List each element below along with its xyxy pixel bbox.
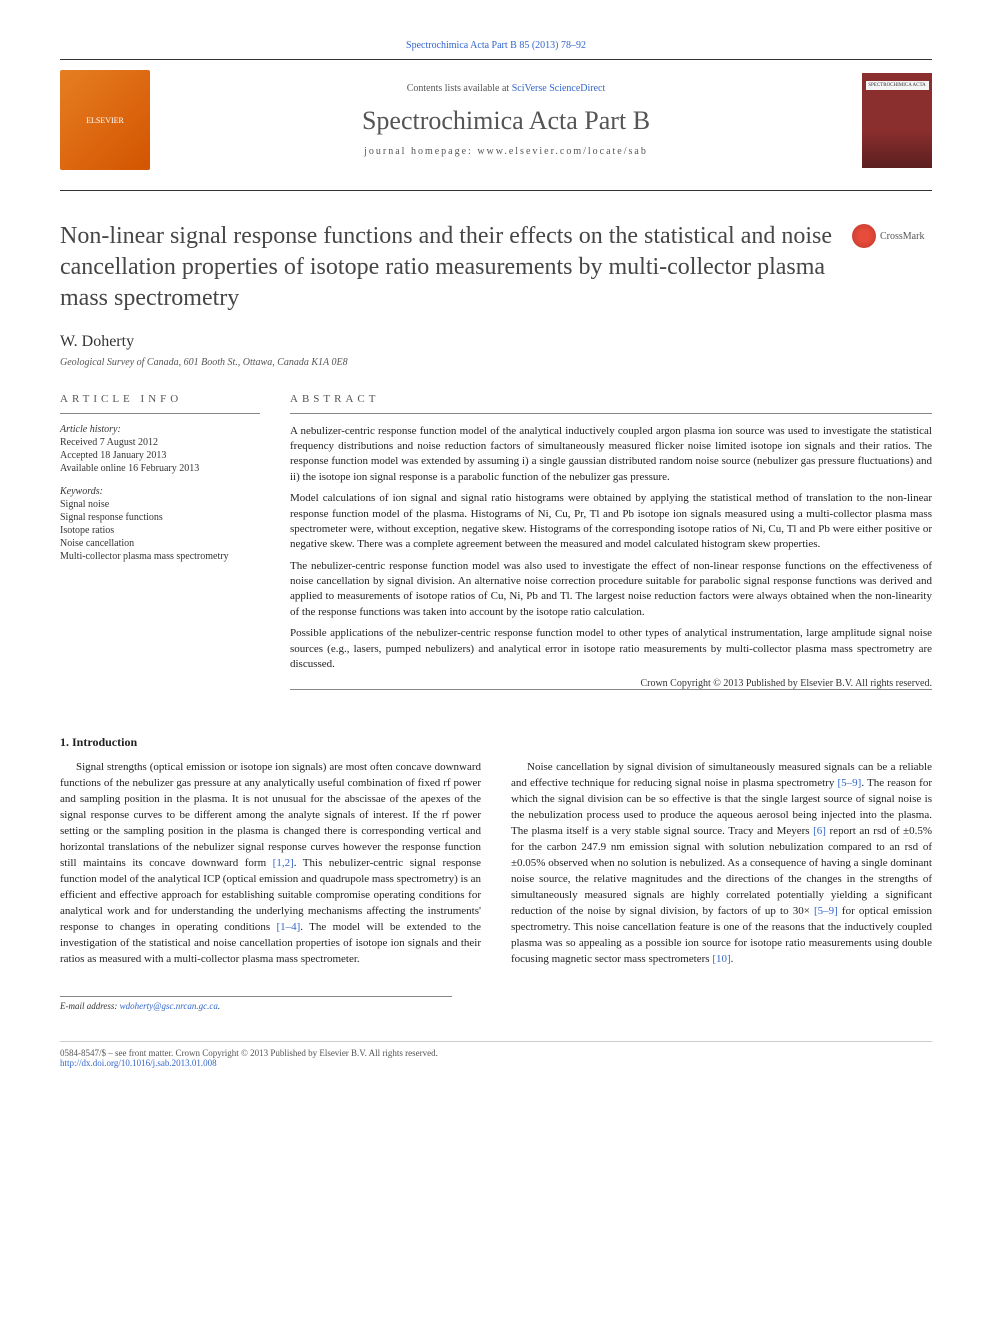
- keyword: Noise cancellation: [60, 538, 260, 549]
- article-info-heading: ARTICLE INFO: [60, 393, 260, 405]
- abstract-body: A nebulizer-centric response function mo…: [290, 424, 932, 673]
- abstract-p4: Possible applications of the nebulizer-c…: [290, 626, 932, 672]
- crossmark-icon: [852, 224, 876, 248]
- journal-name: Spectrochimica Acta Part B: [170, 106, 842, 136]
- contents-line: Contents lists available at SciVerse Sci…: [170, 83, 842, 94]
- online-date: Available online 16 February 2013: [60, 463, 260, 474]
- author-name: W. Doherty: [60, 333, 932, 351]
- author-affiliation: Geological Survey of Canada, 601 Booth S…: [60, 357, 932, 368]
- crossmark-badge[interactable]: CrossMark: [852, 221, 932, 251]
- journal-cover: SPECTROCHIMICA ACTA: [862, 73, 932, 168]
- masthead: ELSEVIER Contents lists available at Sci…: [60, 70, 932, 170]
- citation-link[interactable]: [10]: [712, 953, 730, 965]
- history-label: Article history:: [60, 424, 260, 435]
- divider: [290, 689, 932, 690]
- doi-link[interactable]: http://dx.doi.org/10.1016/j.sab.2013.01.…: [60, 1058, 217, 1068]
- body-p2: Noise cancellation by signal division of…: [511, 760, 932, 967]
- divider: [290, 413, 932, 414]
- abstract-p2: Model calculations of ion signal and sig…: [290, 491, 932, 553]
- accepted-date: Accepted 18 January 2013: [60, 450, 260, 461]
- divider: [60, 190, 932, 191]
- journal-cover-text: SPECTROCHIMICA ACTA: [866, 81, 929, 90]
- journal-homepage: journal homepage: www.elsevier.com/locat…: [170, 146, 842, 157]
- keyword: Signal response functions: [60, 512, 260, 523]
- email-link[interactable]: wdoherty@gsc.nrcan.gc.ca: [120, 1001, 218, 1011]
- citation-link[interactable]: [6]: [813, 825, 826, 837]
- citation-link[interactable]: [5–9]: [838, 777, 862, 789]
- header-citation: Spectrochimica Acta Part B 85 (2013) 78–…: [60, 40, 932, 51]
- email-label: E-mail address:: [60, 1001, 120, 1011]
- issn-line: 0584-8547/$ – see front matter. Crown Co…: [60, 1048, 932, 1058]
- received-date: Received 7 August 2012: [60, 437, 260, 448]
- divider: [60, 59, 932, 60]
- abstract-copyright: Crown Copyright © 2013 Published by Else…: [290, 678, 932, 689]
- sciencedirect-link[interactable]: SciVerse ScienceDirect: [512, 83, 606, 94]
- crossmark-label: CrossMark: [880, 231, 924, 242]
- email-note: E-mail address: wdoherty@gsc.nrcan.gc.ca…: [60, 996, 452, 1011]
- body-p1: Signal strengths (optical emission or is…: [60, 760, 481, 967]
- contents-prefix: Contents lists available at: [407, 83, 512, 94]
- page-footer: 0584-8547/$ – see front matter. Crown Co…: [60, 1041, 932, 1068]
- keywords-label: Keywords:: [60, 486, 260, 497]
- divider: [60, 413, 260, 414]
- body-text: Signal strengths (optical emission or is…: [60, 760, 932, 975]
- keyword: Signal noise: [60, 499, 260, 510]
- citation-link[interactable]: [5–9]: [814, 905, 838, 917]
- citation-link[interactable]: [1,2]: [273, 857, 294, 869]
- abstract-heading: ABSTRACT: [290, 393, 932, 405]
- article-title: Non-linear signal response functions and…: [60, 221, 832, 315]
- citation-link[interactable]: [1–4]: [276, 921, 300, 933]
- abstract-p3: The nebulizer-centric response function …: [290, 559, 932, 621]
- keyword: Multi-collector plasma mass spectrometry: [60, 551, 260, 562]
- keyword: Isotope ratios: [60, 525, 260, 536]
- abstract-p1: A nebulizer-centric response function mo…: [290, 424, 932, 486]
- section-1-heading: 1. Introduction: [60, 735, 932, 750]
- elsevier-logo: ELSEVIER: [60, 70, 150, 170]
